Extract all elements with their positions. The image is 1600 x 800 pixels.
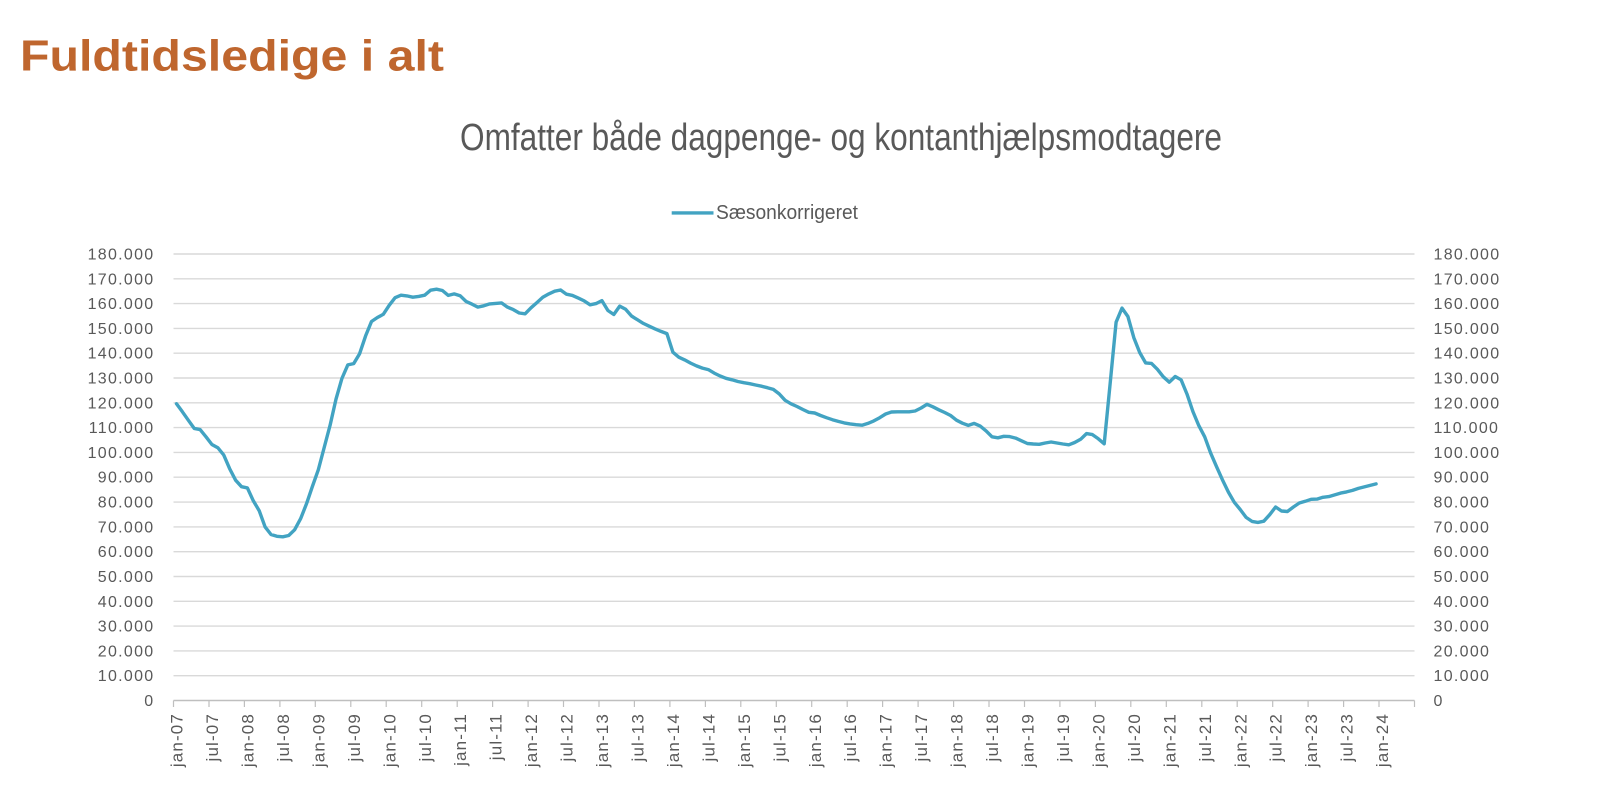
svg-text:jul-10: jul-10 xyxy=(416,713,435,762)
svg-text:90.000: 90.000 xyxy=(98,470,155,487)
svg-text:160.000: 160.000 xyxy=(88,296,155,313)
svg-text:30.000: 30.000 xyxy=(1434,619,1491,636)
svg-text:jul-23: jul-23 xyxy=(1338,713,1357,762)
svg-text:130.000: 130.000 xyxy=(1434,371,1501,388)
svg-text:110.000: 110.000 xyxy=(1434,420,1500,437)
svg-text:50.000: 50.000 xyxy=(1434,569,1491,586)
svg-text:jan-17: jan-17 xyxy=(877,713,896,768)
svg-text:170.000: 170.000 xyxy=(88,271,155,288)
svg-text:10.000: 10.000 xyxy=(98,668,155,685)
svg-text:jan-18: jan-18 xyxy=(948,713,967,768)
svg-text:120.000: 120.000 xyxy=(88,395,155,412)
svg-text:50.000: 50.000 xyxy=(98,569,155,586)
svg-text:jul-22: jul-22 xyxy=(1267,713,1286,762)
svg-text:90.000: 90.000 xyxy=(1434,470,1491,487)
svg-text:100.000: 100.000 xyxy=(88,445,155,462)
svg-text:jul-07: jul-07 xyxy=(203,713,222,762)
svg-text:40.000: 40.000 xyxy=(98,594,155,611)
svg-text:jan-19: jan-19 xyxy=(1019,713,1038,768)
svg-text:0: 0 xyxy=(144,693,154,710)
svg-text:180.000: 180.000 xyxy=(88,247,155,264)
svg-text:jan-10: jan-10 xyxy=(380,713,399,768)
svg-text:140.000: 140.000 xyxy=(1434,346,1501,363)
svg-text:jul-16: jul-16 xyxy=(841,713,860,762)
svg-text:100.000: 100.000 xyxy=(1434,445,1501,462)
svg-text:80.000: 80.000 xyxy=(98,495,155,512)
svg-text:jul-18: jul-18 xyxy=(983,713,1002,762)
svg-text:jan-08: jan-08 xyxy=(239,713,258,768)
svg-text:130.000: 130.000 xyxy=(88,371,155,388)
svg-text:jul-11: jul-11 xyxy=(487,713,506,761)
svg-text:jan-24: jan-24 xyxy=(1373,713,1392,768)
svg-text:60.000: 60.000 xyxy=(98,544,155,561)
svg-text:Sæsonkorrigeret: Sæsonkorrigeret xyxy=(716,202,858,224)
svg-text:jan-13: jan-13 xyxy=(593,713,612,768)
svg-text:jul-13: jul-13 xyxy=(629,713,648,762)
svg-text:160.000: 160.000 xyxy=(1434,296,1501,313)
svg-text:150.000: 150.000 xyxy=(88,321,155,338)
svg-text:180.000: 180.000 xyxy=(1434,247,1501,264)
svg-text:20.000: 20.000 xyxy=(98,643,155,660)
svg-text:120.000: 120.000 xyxy=(1434,395,1501,412)
svg-text:jan-23: jan-23 xyxy=(1302,713,1321,768)
svg-text:jan-07: jan-07 xyxy=(168,713,187,768)
svg-text:jul-12: jul-12 xyxy=(558,713,577,762)
svg-text:10.000: 10.000 xyxy=(1434,668,1491,685)
svg-text:80.000: 80.000 xyxy=(1434,495,1491,512)
svg-text:20.000: 20.000 xyxy=(1434,643,1491,660)
svg-text:170.000: 170.000 xyxy=(1434,271,1501,288)
svg-text:70.000: 70.000 xyxy=(1434,519,1491,536)
svg-text:jul-21: jul-21 xyxy=(1196,713,1215,762)
svg-text:jul-20: jul-20 xyxy=(1125,713,1144,762)
svg-text:60.000: 60.000 xyxy=(1434,544,1491,561)
svg-text:jan-21: jan-21 xyxy=(1160,713,1179,768)
svg-text:jul-14: jul-14 xyxy=(699,713,718,762)
svg-text:jan-14: jan-14 xyxy=(664,713,683,768)
svg-text:jul-08: jul-08 xyxy=(274,713,293,762)
svg-text:Omfatter både dagpenge- og kon: Omfatter både dagpenge- og kontanthjælps… xyxy=(460,117,1222,159)
svg-text:jan-22: jan-22 xyxy=(1231,713,1250,768)
svg-text:jul-15: jul-15 xyxy=(770,713,789,762)
svg-text:0: 0 xyxy=(1434,693,1444,710)
svg-text:110.000: 110.000 xyxy=(89,420,155,437)
svg-text:jan-16: jan-16 xyxy=(806,713,825,768)
svg-text:Fuldtidsledige i alt: Fuldtidsledige i alt xyxy=(20,32,444,81)
svg-text:40.000: 40.000 xyxy=(1434,594,1491,611)
svg-text:jan-15: jan-15 xyxy=(735,713,754,768)
svg-text:jul-17: jul-17 xyxy=(912,713,931,762)
svg-text:jul-19: jul-19 xyxy=(1054,713,1073,762)
svg-text:jan-11: jan-11 xyxy=(451,713,470,767)
svg-text:jan-20: jan-20 xyxy=(1089,713,1108,768)
svg-text:30.000: 30.000 xyxy=(98,619,155,636)
svg-text:150.000: 150.000 xyxy=(1434,321,1501,338)
svg-text:jan-09: jan-09 xyxy=(309,713,328,768)
svg-text:70.000: 70.000 xyxy=(98,519,155,536)
svg-text:140.000: 140.000 xyxy=(88,346,155,363)
svg-text:jan-12: jan-12 xyxy=(522,713,541,768)
svg-text:jul-09: jul-09 xyxy=(345,713,364,762)
